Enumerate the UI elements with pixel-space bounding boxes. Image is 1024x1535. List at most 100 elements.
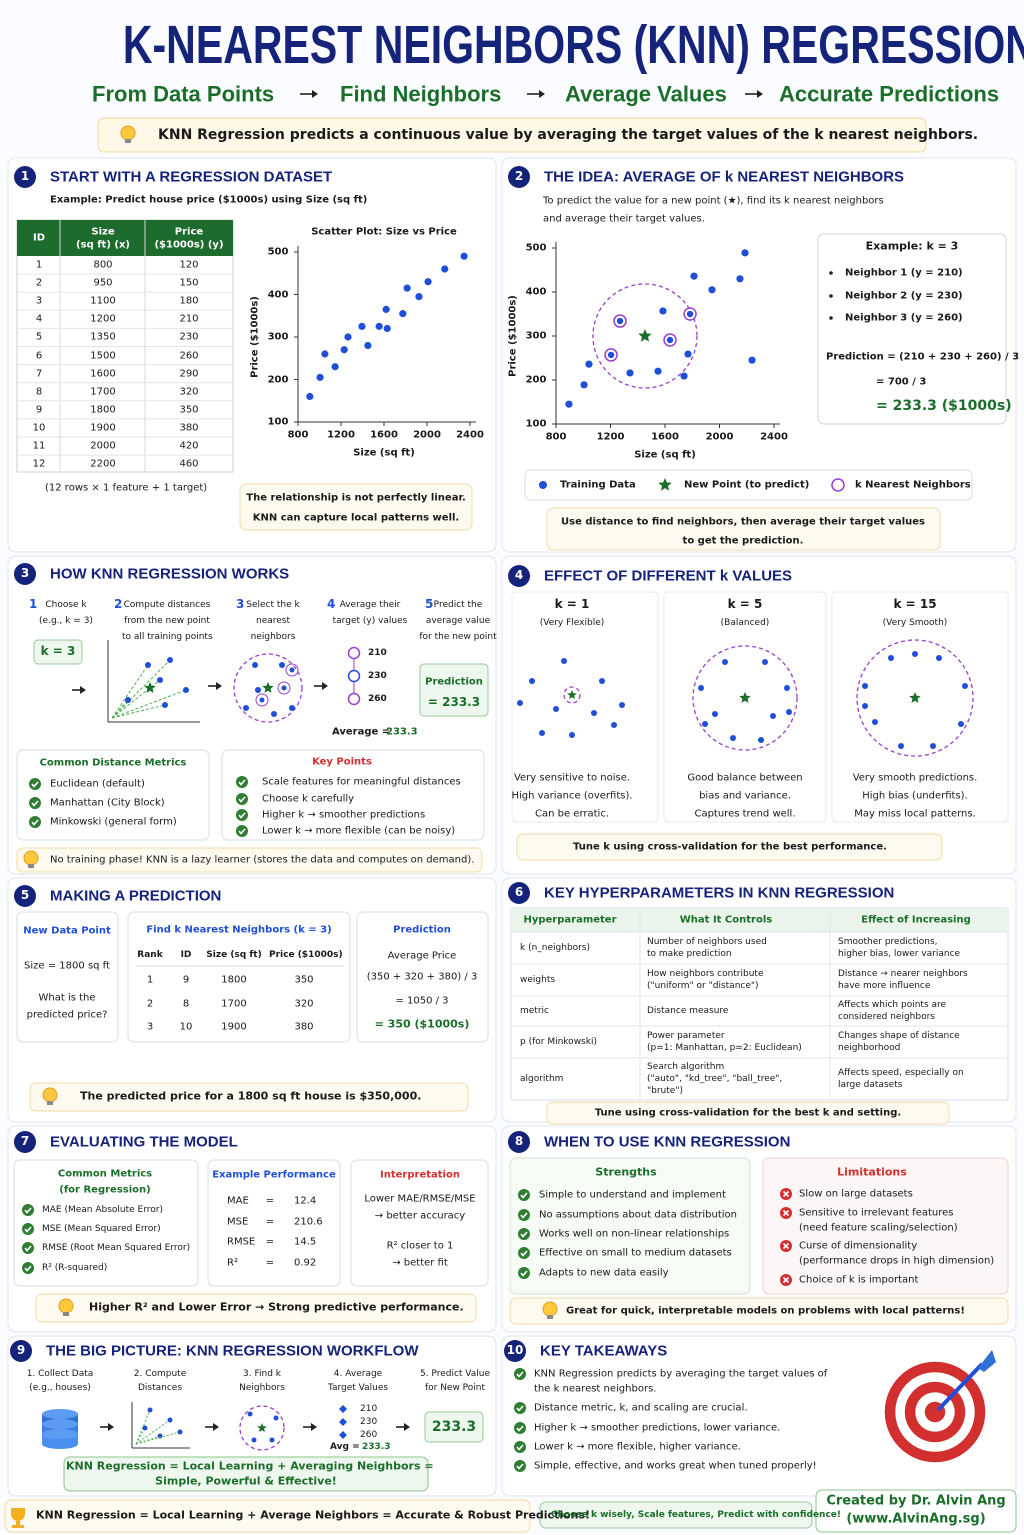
value-ring: [347, 692, 361, 706]
data-point: [690, 272, 698, 280]
rows-text: Power parameter: [647, 1030, 725, 1041]
rows-text: 1800: [90, 404, 116, 416]
x-label-text: Size (sq ft): [634, 449, 696, 461]
check-mark: [31, 800, 39, 807]
k-text: k = 5: [727, 597, 763, 612]
rows-text: 1350: [90, 331, 116, 343]
star: [262, 682, 274, 693]
rows-text: 150: [179, 277, 199, 289]
database-icon: [42, 1409, 78, 1419]
notes-text: High bias (underfits).: [862, 790, 968, 802]
name-text: k Nearest Neighbors: [855, 479, 971, 491]
star: [638, 329, 652, 342]
xticks-text: 2400: [456, 429, 484, 441]
title-text: MAKING A PREDICTION: [50, 887, 222, 905]
distance-line: [135, 1419, 171, 1445]
items-text: R² (R-squared): [42, 1262, 108, 1273]
data-point: [316, 373, 324, 381]
lines-text: → better accuracy: [374, 1210, 466, 1222]
steps-text: Target Values: [327, 1382, 389, 1393]
data-point: [626, 369, 634, 377]
rows-text: 7: [35, 367, 43, 379]
dot: [167, 1417, 173, 1423]
rows-text: 1700: [221, 997, 247, 1009]
credit-box: [815, 1489, 1017, 1533]
check-icon: [518, 1247, 530, 1259]
title-text: (for Regression): [59, 1184, 151, 1196]
distance-line: [111, 659, 171, 719]
note-box: [516, 833, 943, 861]
values-text: 260: [360, 1429, 378, 1440]
section-number-badge: [504, 1340, 526, 1362]
note-box: [546, 1101, 950, 1125]
check-icon: [236, 809, 248, 821]
new-point-box: [16, 911, 119, 1043]
dot: [698, 685, 704, 691]
rows-text: 1700: [90, 385, 116, 397]
rows-text: 1: [35, 259, 43, 271]
dot: [167, 657, 173, 663]
title-text: THE BIG PICTURE: KNN REGRESSION WORKFLOW: [46, 1342, 419, 1360]
rows-text: 12.4: [294, 1195, 317, 1207]
column-box: [511, 591, 659, 823]
dot: [829, 316, 833, 320]
check-icon: [514, 1441, 526, 1453]
column-box: [831, 591, 1009, 823]
dot: [247, 1411, 253, 1417]
prediction-text: Prediction = (210 + 230 + 260) / 3: [826, 351, 1020, 363]
neighborhood-circle: [692, 645, 798, 751]
cross-mark: [782, 1190, 790, 1198]
neighborhood-circle: [856, 639, 974, 757]
lines-text: neighbors: [250, 631, 296, 642]
rows-text: 2000: [90, 440, 116, 452]
steps-text: Accurate Predictions: [779, 81, 1000, 107]
header-text: ($1000s) (y): [154, 238, 224, 250]
title-text: Limitations: [837, 1165, 907, 1179]
rows-text: 1: [146, 974, 154, 986]
rows-text: (p=1: Manhattan, p=2: Euclidean): [647, 1042, 802, 1053]
distance-line: [111, 689, 187, 719]
rows-text: 1200: [90, 313, 116, 325]
header-text: Price: [174, 225, 204, 237]
check-icon: [518, 1209, 530, 1221]
rows-text: 320: [179, 385, 199, 397]
rows-text: neighborhood: [838, 1042, 901, 1053]
distance-line: [111, 664, 149, 719]
rows-text: 6: [35, 349, 43, 361]
diamond: [339, 1405, 347, 1413]
check-mark: [238, 828, 246, 835]
num-text: 9: [16, 1343, 26, 1358]
neighbor-dot: [616, 317, 624, 325]
rows-text: "brute"): [647, 1085, 683, 1096]
rows-text: 350: [294, 974, 314, 986]
items-text: Higher k → smoother predictions: [262, 809, 426, 821]
steps-text: 1. Collect Data: [26, 1368, 94, 1379]
data-point: [741, 249, 749, 257]
neighbors-text: Neighbor 1 (y = 210): [845, 267, 963, 279]
items-text: (need feature scaling/selection): [799, 1222, 958, 1234]
metrics-box: [13, 1159, 199, 1287]
values-text: 210: [360, 1403, 378, 1414]
rows-text: 4: [35, 313, 43, 325]
num-text: 8: [514, 1134, 524, 1149]
title-text: START WITH A REGRESSION DATASET: [50, 168, 333, 186]
check-icon: [22, 1223, 34, 1235]
data-point: [585, 360, 593, 368]
steps-text: From Data Points: [92, 81, 275, 107]
xticks-text: 800: [545, 431, 567, 443]
k-box: [33, 639, 83, 665]
check-mark: [24, 1245, 32, 1252]
dot: [784, 685, 790, 691]
check-mark: [24, 1226, 32, 1233]
check-mark: [24, 1207, 32, 1214]
num-text: 2: [114, 597, 123, 612]
rows-text: 230: [179, 331, 199, 343]
dot: [145, 662, 151, 668]
notes-text: Can be erratic.: [534, 808, 609, 820]
dot: [157, 1433, 163, 1439]
dot: [553, 706, 559, 712]
neighbors-text: Neighbor 2 (y = 230): [845, 290, 963, 302]
yticks-text: 100: [525, 418, 547, 430]
num-text: 7: [20, 1134, 30, 1149]
